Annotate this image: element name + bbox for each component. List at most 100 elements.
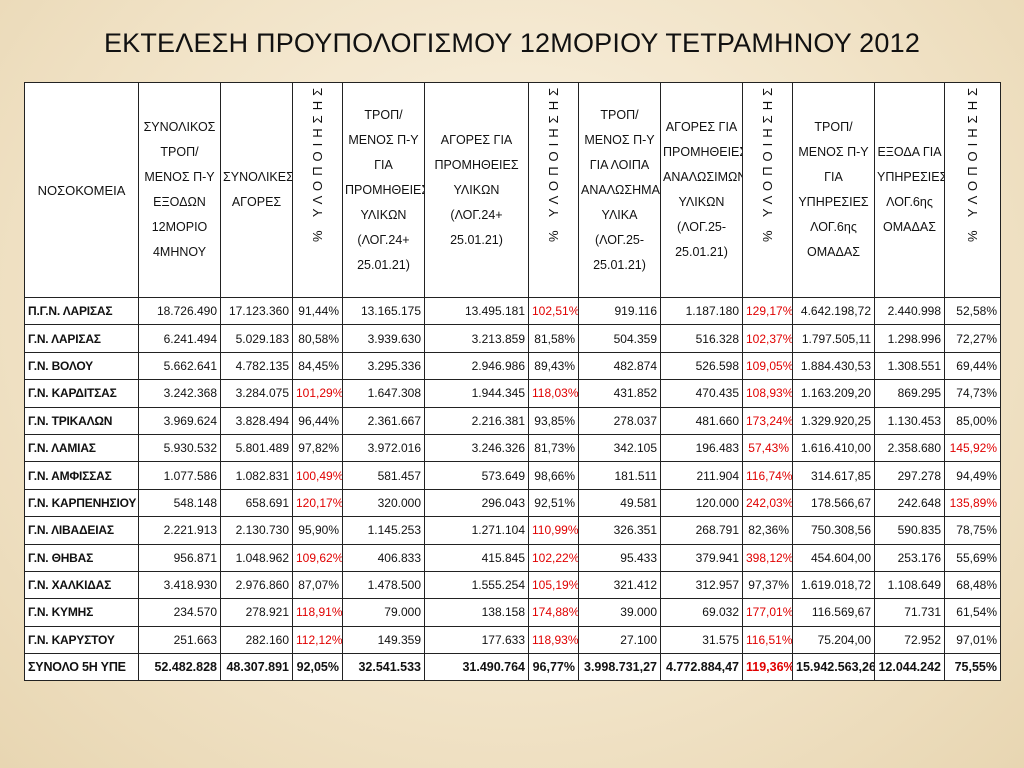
header-realization-pct-materials: % ΥΛΟΠΟΙΗΣΗΣ — [528, 82, 579, 298]
amount-cell: 6.241.494 — [138, 324, 221, 353]
table-row: Γ.Ν. ΚΑΡΥΣΤΟΥ 251.663 282.160 112,12% 149.35… — [24, 625, 1001, 655]
realization-pct-cell: 242,03% — [742, 488, 793, 518]
hospital-name: Γ.Ν. ΚΑΡΥΣΤΟΥ — [24, 625, 139, 655]
amount-cell: 3.242.368 — [138, 379, 221, 408]
realization-pct-cell: 78,75% — [944, 516, 1001, 545]
header-realization-pct-consumables-label: % ΥΛΟΠΟΙΗΣΗΣ — [759, 83, 775, 243]
hospital-name: Γ.Ν. ΧΑΛΚΙΔΑΣ — [24, 570, 139, 600]
hospital-name: Γ.Ν. ΚΑΡΠΕΝΗΣΙΟΥ — [24, 488, 139, 518]
amount-cell: 253.176 — [874, 543, 945, 572]
amount-cell: 181.511 — [578, 461, 661, 490]
amount-cell: 27.100 — [578, 625, 661, 655]
realization-pct-cell: 97,82% — [292, 433, 343, 463]
amount-cell: 2.216.381 — [424, 406, 529, 435]
amount-cell: 312.957 — [660, 570, 743, 600]
amount-cell: 504.359 — [578, 324, 661, 353]
realization-pct-cell: 109,62% — [292, 543, 343, 572]
amount-cell: 1.616.410,00 — [792, 433, 875, 463]
amount-cell: 1.048.962 — [220, 543, 293, 572]
realization-pct-cell: 72,27% — [944, 324, 1001, 353]
realization-pct-cell: 61,54% — [944, 598, 1001, 627]
realization-pct-cell: 81,73% — [528, 433, 579, 463]
amount-cell: 326.351 — [578, 516, 661, 545]
amount-cell: 4.782.135 — [220, 351, 293, 381]
amount-cell: 1.478.500 — [342, 570, 425, 600]
realization-pct-cell: 55,69% — [944, 543, 1001, 572]
realization-pct-cell: 119,36% — [742, 653, 793, 682]
amount-cell: 956.871 — [138, 543, 221, 572]
amount-cell: 320.000 — [342, 488, 425, 518]
hospital-name: Γ.Ν. ΒΟΛΟΥ — [24, 351, 139, 381]
amount-cell: 314.617,85 — [792, 461, 875, 490]
amount-cell: 1.308.551 — [874, 351, 945, 381]
realization-pct-cell: 110,99% — [528, 516, 579, 545]
amount-cell: 177.633 — [424, 625, 529, 655]
amount-cell: 431.852 — [578, 379, 661, 408]
header-row: ΝΟΣΟΚΟΜΕΙΑ ΣΥΝΟΛΙΚΟΣ ΤΡΟΠ/ΜΕΝΟΣ Π-Υ ΕΞΟΔ… — [24, 82, 1001, 298]
table-row: Γ.Ν. ΒΟΛΟΥ 5.662.641 4.782.135 84,45% 3.295.… — [24, 351, 1001, 381]
realization-pct-cell: 120,17% — [292, 488, 343, 518]
amount-cell: 72.952 — [874, 625, 945, 655]
amount-cell: 5.662.641 — [138, 351, 221, 381]
amount-cell: 5.930.532 — [138, 433, 221, 463]
amount-cell: 278.037 — [578, 406, 661, 435]
hospital-name: Γ.Ν. ΘΗΒΑΣ — [24, 543, 139, 572]
hospital-name: Γ.Ν. ΛΑΡΙΣΑΣ — [24, 324, 139, 353]
hospital-name: Γ.Ν. ΚΑΡΔΙΤΣΑΣ — [24, 379, 139, 408]
realization-pct-cell: 92,05% — [292, 653, 343, 682]
table-row: Γ.Ν. ΑΜΦΙΣΣΑΣ 1.077.586 1.082.831 100,49% 58… — [24, 461, 1001, 490]
header-total-budget: ΣΥΝΟΛΙΚΟΣ ΤΡΟΠ/ΜΕΝΟΣ Π-Υ ΕΞΟΔΩΝ 12ΜΟΡΙΟ … — [138, 82, 221, 298]
amount-cell: 116.569,67 — [792, 598, 875, 627]
amount-cell: 470.435 — [660, 379, 743, 408]
realization-pct-cell: 398,12% — [742, 543, 793, 572]
amount-cell: 3.284.075 — [220, 379, 293, 408]
amount-cell: 13.165.175 — [342, 296, 425, 326]
realization-pct-cell: 96,77% — [528, 653, 579, 682]
amount-cell: 71.731 — [874, 598, 945, 627]
realization-pct-cell: 116,51% — [742, 625, 793, 655]
amount-cell: 3.939.630 — [342, 324, 425, 353]
amount-cell: 1.884.430,53 — [792, 351, 875, 381]
amount-cell: 3.972.016 — [342, 433, 425, 463]
amount-cell: 1.163.209,20 — [792, 379, 875, 408]
amount-cell: 2.130.730 — [220, 516, 293, 545]
realization-pct-cell: 174,88% — [528, 598, 579, 627]
amount-cell: 17.123.360 — [220, 296, 293, 326]
amount-cell: 211.904 — [660, 461, 743, 490]
realization-pct-cell: 69,44% — [944, 351, 1001, 381]
amount-cell: 379.941 — [660, 543, 743, 572]
table-row: Γ.Ν. ΚΑΡΠΕΝΗΣΙΟΥ 548.148 658.691 120,17% 320… — [24, 488, 1001, 518]
realization-pct-cell: 112,12% — [292, 625, 343, 655]
realization-pct-cell: 94,49% — [944, 461, 1001, 490]
amount-cell: 3.418.930 — [138, 570, 221, 600]
amount-cell: 268.791 — [660, 516, 743, 545]
amount-cell: 13.495.181 — [424, 296, 529, 326]
realization-pct-cell: 93,85% — [528, 406, 579, 435]
realization-pct-cell: 97,37% — [742, 570, 793, 600]
header-consumables-budget: ΤΡΟΠ/ΜΕΝΟΣ Π-Υ ΓΙΑ ΛΟΙΠΑ ΑΝΑΛΩΣΗΜΑ ΥΛΙΚΑ… — [578, 82, 661, 298]
amount-cell: 1.077.586 — [138, 461, 221, 490]
amount-cell: 516.328 — [660, 324, 743, 353]
amount-cell: 1.555.254 — [424, 570, 529, 600]
realization-pct-cell: 75,55% — [944, 653, 1001, 682]
table-row: Γ.Ν. ΛΑΡΙΣΑΣ 6.241.494 5.029.183 80,58% 3.93… — [24, 324, 1001, 353]
amount-cell: 869.295 — [874, 379, 945, 408]
amount-cell: 234.570 — [138, 598, 221, 627]
amount-cell: 573.649 — [424, 461, 529, 490]
table-body: Π.Γ.Ν. ΛΑΡΙΣΑΣ 18.726.490 17.123.360 91,44%… — [24, 296, 1001, 682]
realization-pct-cell: 98,66% — [528, 461, 579, 490]
hospital-name: Γ.Ν. ΛΙΒΑΔΕΙΑΣ — [24, 516, 139, 545]
realization-pct-cell: 87,07% — [292, 570, 343, 600]
realization-pct-cell: 102,22% — [528, 543, 579, 572]
amount-cell: 31.490.764 — [424, 653, 529, 682]
amount-cell: 581.457 — [342, 461, 425, 490]
hospital-name: Γ.Ν. ΛΑΜΙΑΣ — [24, 433, 139, 463]
total-label: ΣΥΝΟΛΟ 5Η ΥΠΕ — [24, 653, 139, 682]
header-realization-pct-materials-label: % ΥΛΟΠΟΙΗΣΗΣ — [545, 83, 561, 243]
amount-cell: 242.648 — [874, 488, 945, 518]
amount-cell: 32.541.533 — [342, 653, 425, 682]
table-row: Γ.Ν. ΧΑΛΚΙΔΑΣ 3.418.930 2.976.860 87,07% 1.4… — [24, 570, 1001, 600]
amount-cell: 278.921 — [220, 598, 293, 627]
header-realization-pct-services-label: % ΥΛΟΠΟΙΗΣΗΣ — [964, 83, 980, 243]
amount-cell: 2.221.913 — [138, 516, 221, 545]
